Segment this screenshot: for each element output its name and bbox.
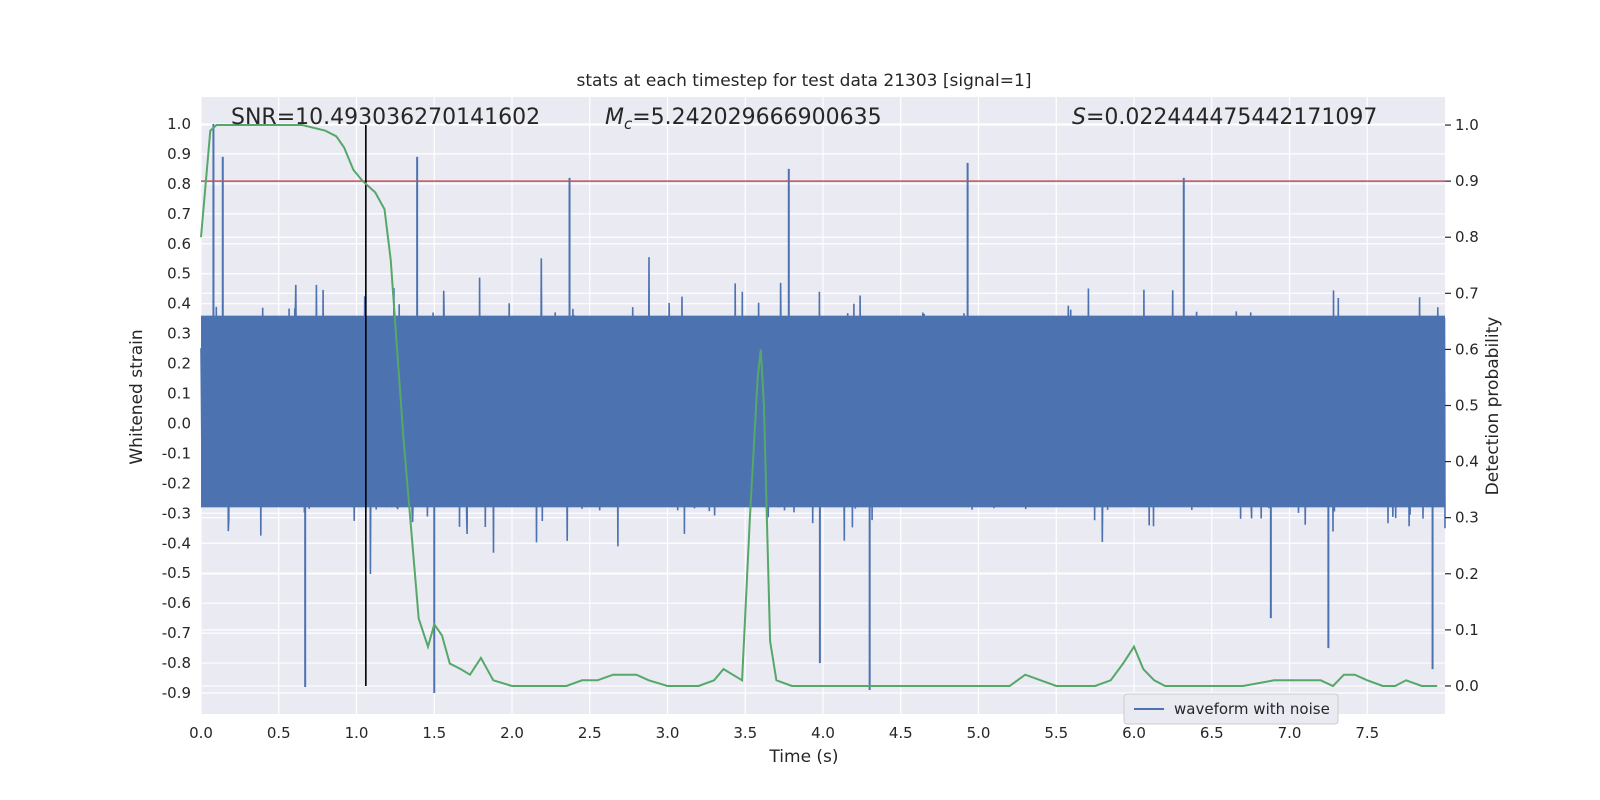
y2-axis-label: Detection probability xyxy=(1483,317,1503,496)
y-tick-label: -0.2 xyxy=(162,474,191,492)
y-tick-label: -0.1 xyxy=(162,444,191,462)
y2-tick-label: 0.5 xyxy=(1455,397,1479,415)
x-tick-label: 2.5 xyxy=(578,724,602,742)
y2-tick-label: 0.0 xyxy=(1455,677,1479,695)
y-tick-label: 0.0 xyxy=(167,414,191,432)
x-tick-label: 1.0 xyxy=(345,724,369,742)
y-tick-label: 0.1 xyxy=(167,385,191,403)
x-tick-label: 3.5 xyxy=(733,724,757,742)
x-axis: 0.0 0.5 1.0 1.5 2.0 2.5 3.0 3.5 4.0 4.5 5.0 5.5 6.0 6… xyxy=(189,724,1379,742)
x-tick-label: 1.5 xyxy=(422,724,446,742)
y2-tick-label: 0.2 xyxy=(1455,565,1479,583)
snr-annotation: SNR=10.493036270141602 xyxy=(231,105,540,130)
y-axis-label: Whitened strain xyxy=(127,329,147,464)
detection-probability-line xyxy=(200,124,1438,688)
x-tick-label: 6.0 xyxy=(1122,724,1146,742)
y-tick-label: -0.8 xyxy=(162,654,191,672)
x-tick-label: 5.5 xyxy=(1044,724,1068,742)
s-value: =0.022444475442171097 xyxy=(1086,105,1377,130)
chirp-mass-symbol: M xyxy=(605,105,624,130)
y2-tick-label: 0.4 xyxy=(1455,453,1479,471)
y2-tick-label: 1.0 xyxy=(1455,116,1479,134)
y-axis-right: 1.0 0.9 0.8 0.7 0.6 0.5 0.4 0.3 0.2 0.1 0.0 xyxy=(1445,116,1479,695)
y-tick-label: 0.7 xyxy=(167,205,191,223)
chart-title: stats at each timestep for test data 213… xyxy=(577,71,1032,91)
x-tick-label: 7.5 xyxy=(1355,724,1379,742)
legend-box xyxy=(1123,693,1339,725)
x-tick-label: 6.5 xyxy=(1200,724,1224,742)
y-tick-label: -0.3 xyxy=(162,504,191,522)
y-tick-label: 0.6 xyxy=(167,235,191,253)
y-tick-label: 0.9 xyxy=(167,145,191,163)
legend: waveform with noise xyxy=(1123,693,1339,725)
y2-tick-label: 0.7 xyxy=(1455,284,1479,302)
x-axis-label: Time (s) xyxy=(768,747,838,767)
y-tick-label: -0.9 xyxy=(162,684,191,702)
x-tick-label: 2.0 xyxy=(500,724,524,742)
y-tick-label: 1.0 xyxy=(167,115,191,133)
x-tick-label: 7.0 xyxy=(1278,724,1302,742)
y-tick-label: 0.5 xyxy=(167,265,191,283)
legend-label: waveform with noise xyxy=(1174,700,1330,718)
y-tick-label: -0.5 xyxy=(162,564,191,582)
s-annotation: S=0.022444475442171097 xyxy=(1072,105,1377,130)
y-tick-label: 0.2 xyxy=(167,355,191,373)
waveform-core xyxy=(201,315,1445,508)
x-tick-label: 0.0 xyxy=(189,724,213,742)
y-tick-label: -0.6 xyxy=(162,594,191,612)
y-axis-left: 1.0 0.9 0.8 0.7 0.6 0.5 0.4 0.3 0.2 0.1 0.0 -0.1 -0.… xyxy=(162,115,191,702)
y-tick-label: 0.4 xyxy=(167,295,191,313)
x-tick-label: 4.5 xyxy=(889,724,913,742)
waveform-series xyxy=(200,123,1446,694)
y2-tick-label: 0.1 xyxy=(1455,621,1479,639)
chirp-mass-annotation: Mc=5.242029666900635 xyxy=(605,105,882,133)
y2-tick-label: 0.6 xyxy=(1455,340,1479,358)
x-tick-label: 3.0 xyxy=(656,724,680,742)
y-tick-label: -0.7 xyxy=(162,624,191,642)
s-symbol: S xyxy=(1072,105,1086,130)
y2-tick-label: 0.8 xyxy=(1455,228,1479,246)
chirp-mass-value: =5.242029666900635 xyxy=(632,105,881,130)
chirp-mass-subscript: c xyxy=(624,115,633,133)
y-tick-label: -0.4 xyxy=(162,534,191,552)
x-tick-label: 5.0 xyxy=(967,724,991,742)
x-tick-label: 4.0 xyxy=(811,724,835,742)
y2-tick-label: 0.9 xyxy=(1455,172,1479,190)
y-tick-label: 0.3 xyxy=(167,325,191,343)
y-tick-label: 0.8 xyxy=(167,175,191,193)
y2-tick-label: 0.3 xyxy=(1455,509,1479,527)
x-tick-label: 0.5 xyxy=(267,724,291,742)
